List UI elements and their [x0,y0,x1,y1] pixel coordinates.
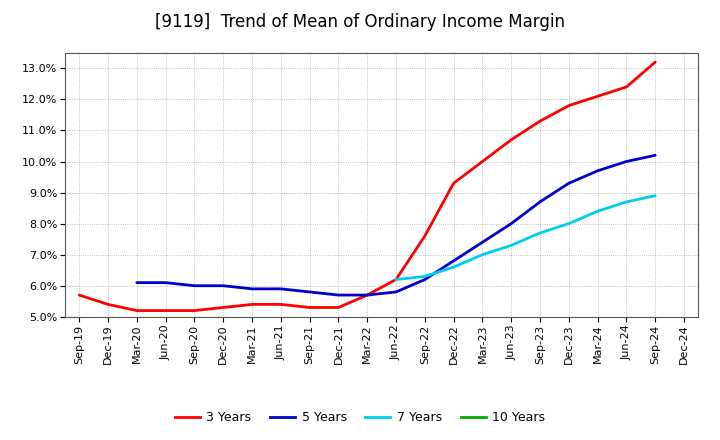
Text: [9119]  Trend of Mean of Ordinary Income Margin: [9119] Trend of Mean of Ordinary Income … [155,13,565,31]
Legend: 3 Years, 5 Years, 7 Years, 10 Years: 3 Years, 5 Years, 7 Years, 10 Years [170,407,550,429]
